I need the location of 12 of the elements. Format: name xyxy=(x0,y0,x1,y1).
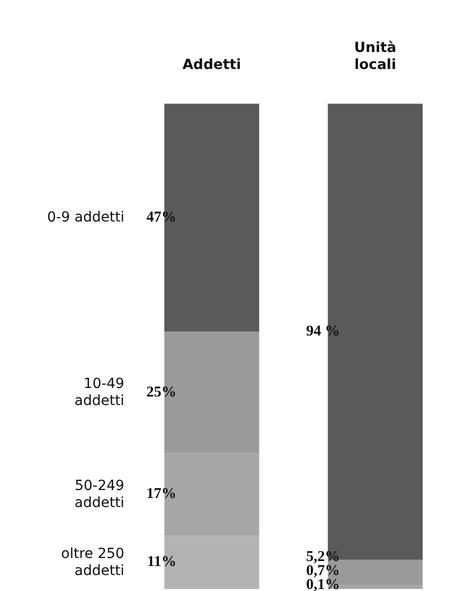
x-tick-label: Unità locali xyxy=(354,40,396,73)
data-label: 17% xyxy=(146,486,176,502)
text: 0-9 addetti xyxy=(47,209,124,226)
data-label: 11% xyxy=(147,554,176,570)
text: 50-249 addetti xyxy=(74,478,124,511)
data-label: 25% xyxy=(146,384,176,400)
data-label: 0,7% xyxy=(306,562,340,579)
data-label: 0,1% xyxy=(306,576,340,591)
text: oltre 250 addetti xyxy=(61,546,124,579)
text: 10-49 addetti xyxy=(74,376,124,410)
x-tick-label: Addetti xyxy=(182,56,242,73)
data-label: 5,2% xyxy=(306,548,340,565)
